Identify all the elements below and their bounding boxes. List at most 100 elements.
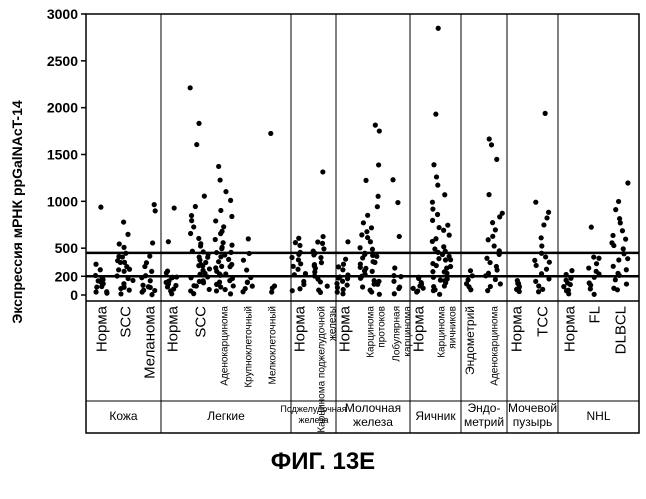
data-point xyxy=(543,111,548,116)
data-point xyxy=(148,285,153,290)
data-point xyxy=(218,284,223,289)
data-point xyxy=(121,245,126,250)
data-point xyxy=(470,273,475,278)
data-point xyxy=(543,254,548,259)
y-tick-label: 3000 xyxy=(47,6,78,22)
data-point xyxy=(172,205,177,210)
data-point xyxy=(127,267,132,272)
data-point xyxy=(93,273,98,278)
data-point xyxy=(130,278,135,283)
data-point xyxy=(188,275,193,280)
category-label: SCC xyxy=(192,306,209,338)
data-point xyxy=(539,271,544,276)
data-point xyxy=(493,277,498,282)
figure-caption: ФИГ. 13E xyxy=(0,448,646,476)
data-point xyxy=(147,254,152,259)
data-point xyxy=(377,292,382,297)
data-point xyxy=(435,212,440,217)
data-point xyxy=(289,255,294,260)
data-point xyxy=(390,177,395,182)
data-point xyxy=(201,249,206,254)
group-label: Яичник xyxy=(415,409,456,423)
data-point xyxy=(434,174,439,179)
data-point xyxy=(321,246,326,251)
data-point xyxy=(392,265,397,270)
data-point xyxy=(544,267,549,272)
data-point xyxy=(150,240,155,245)
data-point xyxy=(248,275,253,280)
group-label-line: Поджелудочная xyxy=(280,404,346,414)
category-label: Крупноклеточный xyxy=(244,306,255,388)
data-point xyxy=(320,169,325,174)
data-point xyxy=(231,283,236,288)
data-point xyxy=(297,286,302,291)
data-point xyxy=(443,257,448,262)
data-point xyxy=(191,224,196,229)
data-point xyxy=(295,267,300,272)
data-point xyxy=(391,273,396,278)
category-label-line: яичников xyxy=(448,306,459,349)
data-point xyxy=(589,225,594,230)
data-point xyxy=(487,136,492,141)
data-point xyxy=(169,291,174,296)
data-point xyxy=(493,227,498,232)
data-point xyxy=(492,243,497,248)
category-label-line: Лобулярная xyxy=(391,306,403,362)
data-point xyxy=(120,254,125,259)
data-point xyxy=(547,260,552,265)
data-point xyxy=(624,281,629,286)
data-point xyxy=(594,261,599,266)
data-point xyxy=(121,219,126,224)
data-point xyxy=(297,243,302,248)
data-point xyxy=(93,289,98,294)
y-tick-label: 1000 xyxy=(47,193,78,209)
data-point xyxy=(566,291,571,296)
category-label: Норма xyxy=(508,305,525,352)
data-point xyxy=(190,249,195,254)
data-point xyxy=(497,214,502,219)
group-label: Молочнаяжелеза xyxy=(345,401,401,429)
data-point xyxy=(244,267,249,272)
data-point xyxy=(376,194,381,199)
group-label-line: Яичник xyxy=(415,409,456,423)
data-point xyxy=(207,287,212,292)
data-point xyxy=(214,250,219,255)
data-point xyxy=(430,200,435,205)
data-point xyxy=(189,213,194,218)
data-point xyxy=(336,264,341,269)
group-label-line: метрий xyxy=(464,415,504,429)
data-point xyxy=(375,204,380,209)
data-point xyxy=(221,240,226,245)
data-point xyxy=(94,284,99,289)
data-point xyxy=(319,260,324,265)
data-point xyxy=(490,234,495,239)
data-point xyxy=(197,257,202,262)
data-point xyxy=(486,237,491,242)
data-point xyxy=(194,142,199,147)
data-point xyxy=(421,286,426,291)
data-point xyxy=(320,241,325,246)
data-point xyxy=(221,224,226,229)
data-point xyxy=(568,276,573,281)
data-point xyxy=(219,246,224,251)
data-point xyxy=(441,228,446,233)
data-point xyxy=(564,272,569,277)
group-label: Поджелудочнаяжелеза xyxy=(280,404,346,425)
y-tick-label: 2500 xyxy=(47,53,78,69)
data-point xyxy=(219,264,224,269)
y-tick-label: 2000 xyxy=(47,100,78,116)
data-point xyxy=(363,178,368,183)
group-label-line: Молочная xyxy=(345,401,401,415)
y-tick-label: 500 xyxy=(55,240,79,256)
data-point xyxy=(118,286,123,291)
category-label-line: Норма xyxy=(93,305,110,352)
data-point xyxy=(620,228,625,233)
data-point xyxy=(207,266,212,271)
category-label: Норма xyxy=(93,305,110,352)
category-label: FL xyxy=(586,306,603,324)
data-point xyxy=(442,192,447,197)
group-label-line: пузырь xyxy=(513,415,553,429)
data-point xyxy=(296,236,301,241)
category-label-line: SCC xyxy=(117,306,134,338)
category-label: Норма xyxy=(561,305,578,352)
